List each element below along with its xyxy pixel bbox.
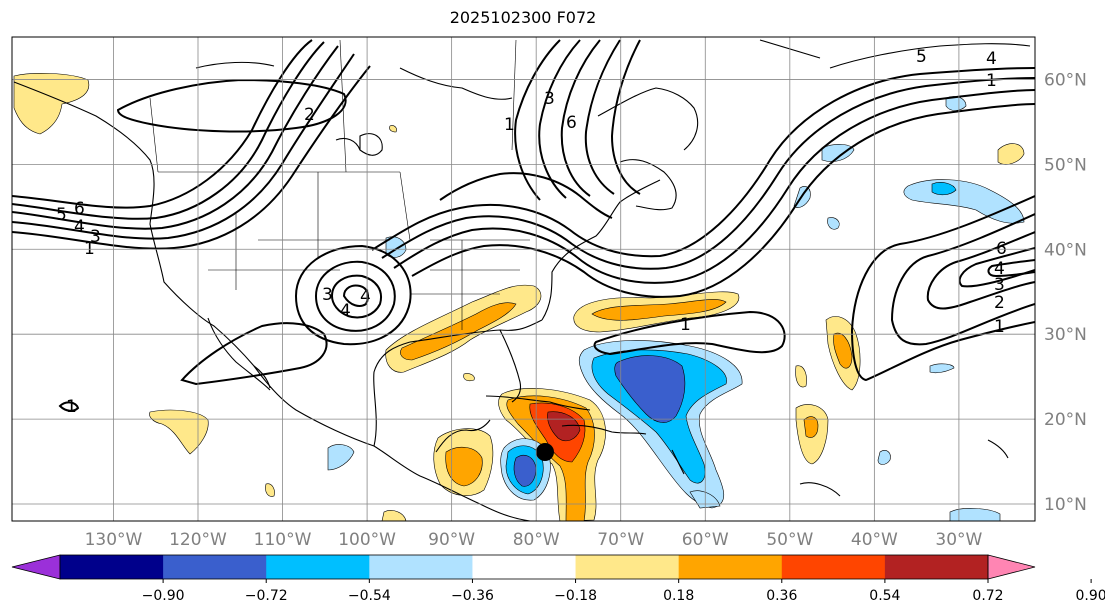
contour-label: 1	[504, 115, 515, 135]
anomaly-atlantic-core	[591, 299, 727, 321]
colorbar-tick-label: −0.18	[554, 588, 597, 604]
longitude-label: 120°W	[169, 530, 227, 550]
longitude-label: 50°W	[766, 530, 813, 550]
contour-label: 2	[994, 293, 1005, 313]
gridlines	[12, 37, 1035, 521]
anomaly-central-america-core	[445, 446, 483, 487]
contour-label: 4	[360, 287, 371, 307]
longitude-label: 80°W	[513, 530, 560, 550]
contour-label: 1	[986, 71, 997, 91]
colorbar-tick-label: −0.90	[142, 588, 185, 604]
anomaly-alaska	[13, 73, 90, 135]
contour-label: 6	[566, 113, 577, 133]
contour-labels: 6 5 4 3 1 2 3 6 1 4 3 4 5 4 1 6 4 3 2 1 …	[56, 47, 1007, 417]
contour-label: 1	[994, 317, 1005, 337]
storm-marker	[536, 443, 554, 461]
contour-label: 1	[66, 397, 77, 417]
anomaly-gulf-core	[400, 302, 517, 361]
contour-atlantic-loop	[593, 310, 786, 356]
contour-label: 6	[74, 199, 85, 219]
contour-north-loop	[116, 78, 347, 133]
colorbar-tick-label: 0.54	[869, 588, 900, 604]
longitude-label: 70°W	[597, 530, 644, 550]
longitude-label: 90°W	[428, 530, 475, 550]
state-borders	[149, 39, 530, 330]
contour-label: 4	[986, 49, 997, 69]
latitude-label: 40°N	[1044, 240, 1087, 260]
contour-label: 1	[680, 315, 691, 335]
colorbar-tick-label: −0.54	[348, 588, 391, 604]
contour-label: 3	[994, 275, 1005, 295]
map-frame	[11, 36, 1036, 522]
longitude-label: 110°W	[254, 530, 312, 550]
longitude-label: 60°W	[682, 530, 729, 550]
map-title: 2025102300 F072	[449, 8, 597, 27]
contour-low-outer	[294, 244, 412, 346]
contour-label: 3	[90, 227, 101, 247]
contour-low-core	[342, 284, 369, 307]
contour-label: 3	[322, 285, 333, 305]
colorbar-tick-label: 0.36	[766, 588, 797, 604]
anomaly-atlantic-neg-core	[614, 355, 686, 423]
latitude-label: 50°N	[1044, 155, 1087, 175]
longitude-label: 40°W	[851, 530, 898, 550]
contour-label: 5	[916, 47, 927, 67]
contour-low-inner	[330, 274, 382, 319]
colorbar-tick-label: −0.72	[245, 588, 288, 604]
contour-label: 4	[74, 217, 85, 237]
longitude-labels: 130°W 120°W 110°W 100°W 90°W 80°W 70°W 60°W 50°W…	[85, 530, 983, 550]
weather-map: 6 5 4 3 1 2 3 6 1 4 3 4 5 4 1 6 4 3 2 1 …	[11, 36, 1087, 550]
colorbar-tick-label: 0.90	[1076, 588, 1105, 604]
latitude-labels: 60°N 50°N 40°N 30°N 20°N 10°N	[1044, 70, 1087, 515]
contour-label: 4	[340, 301, 351, 321]
contour-label: 2	[304, 105, 315, 125]
colorbar-tick-label: 0.18	[663, 588, 694, 604]
latitude-label: 10°N	[1044, 495, 1087, 515]
colorbar-tick-label: −0.36	[451, 588, 494, 604]
contour-label: 5	[56, 205, 67, 225]
latitude-label: 30°N	[1044, 325, 1087, 345]
colorbar-tick-label: 0.72	[972, 588, 1003, 604]
contour-label: 4	[994, 259, 1005, 279]
longitude-label: 100°W	[338, 530, 396, 550]
longitude-label: 130°W	[85, 530, 143, 550]
latitude-label: 20°N	[1044, 410, 1087, 430]
contour-low-mid	[314, 260, 396, 332]
longitude-label: 30°W	[935, 530, 982, 550]
contour-label: 3	[544, 89, 555, 109]
latitude-label: 60°N	[1044, 70, 1087, 90]
